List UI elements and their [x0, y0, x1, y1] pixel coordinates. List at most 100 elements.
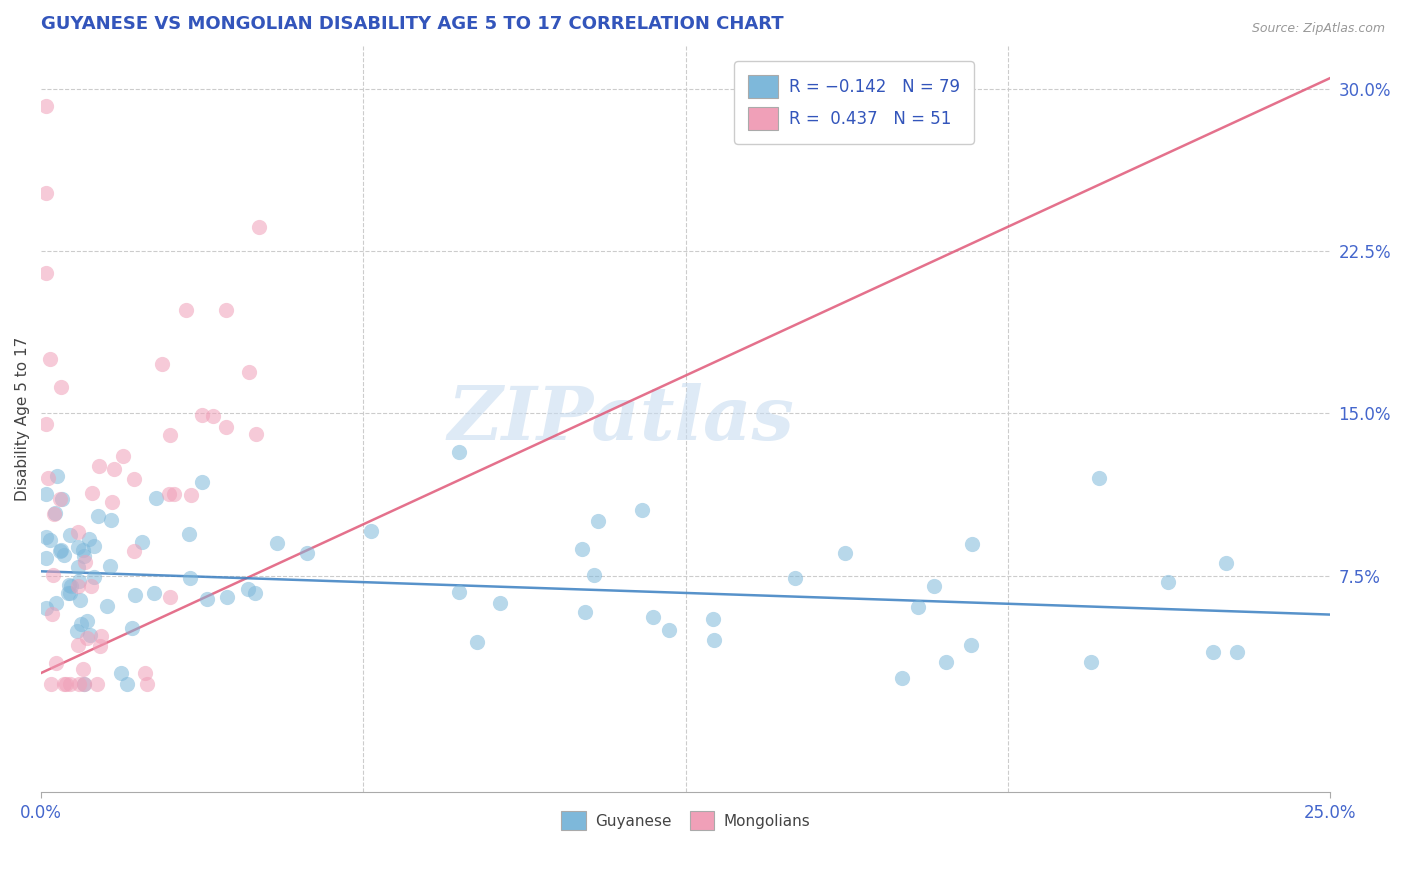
Point [79, 628, 101, 642]
Point [44, 507, 66, 521]
Point [157, 487, 180, 501]
Point [121, 621, 143, 635]
Point [89, 639, 111, 653]
Point [103, 461, 125, 475]
Point [44, 506, 66, 520]
Point [70, 617, 93, 632]
Point [1202, 645, 1225, 659]
Point [39, 677, 62, 691]
Point [35, 530, 58, 544]
Point [295, 546, 318, 560]
Point [110, 665, 132, 680]
Point [191, 475, 214, 489]
Point [45, 596, 67, 610]
Point [45, 656, 67, 670]
Point [76, 614, 98, 628]
Point [247, 219, 270, 234]
Point [59, 579, 82, 593]
Point [703, 633, 725, 648]
Point [159, 590, 181, 604]
Point [87, 508, 110, 523]
Point [67, 540, 90, 554]
Point [55, 677, 77, 691]
Point [150, 357, 173, 371]
Point [66, 624, 89, 639]
Point [82, 486, 104, 500]
Legend: Guyanese, Mongolians: Guyanese, Mongolians [555, 805, 815, 837]
Point [100, 513, 122, 527]
Point [38, 352, 60, 367]
Point [574, 605, 596, 619]
Point [39, 533, 62, 548]
Point [215, 302, 238, 317]
Point [59, 586, 82, 600]
Point [75, 555, 97, 569]
Point [571, 542, 593, 557]
Point [73, 677, 96, 691]
Point [37, 471, 59, 485]
Point [582, 568, 605, 582]
Point [35, 266, 58, 280]
Point [122, 471, 145, 485]
Point [35, 550, 58, 565]
Point [100, 495, 122, 509]
Point [35, 417, 58, 432]
Point [67, 677, 90, 691]
Point [702, 612, 724, 626]
Point [83, 570, 105, 584]
Point [49, 544, 72, 558]
Point [86, 677, 108, 691]
Point [96, 599, 118, 614]
Point [53, 548, 76, 562]
Point [190, 408, 212, 422]
Text: Source: ZipAtlas.com: Source: ZipAtlas.com [1251, 22, 1385, 36]
Point [447, 445, 470, 459]
Point [159, 428, 181, 442]
Point [98, 559, 121, 574]
Point [630, 502, 652, 516]
Point [245, 427, 267, 442]
Point [266, 535, 288, 549]
Point [49, 542, 72, 557]
Point [77, 532, 100, 546]
Point [1087, 471, 1109, 485]
Point [962, 537, 984, 551]
Point [174, 303, 197, 318]
Point [56, 585, 79, 599]
Point [67, 524, 90, 539]
Point [1215, 556, 1237, 570]
Point [907, 599, 929, 614]
Point [35, 601, 58, 615]
Point [215, 419, 238, 434]
Point [124, 544, 146, 558]
Point [112, 450, 135, 464]
Point [49, 380, 72, 394]
Point [785, 571, 807, 585]
Point [46, 469, 69, 483]
Point [658, 623, 681, 637]
Point [180, 488, 202, 502]
Point [641, 609, 664, 624]
Point [124, 587, 146, 601]
Point [891, 671, 914, 685]
Point [134, 666, 156, 681]
Point [215, 591, 238, 605]
Point [142, 586, 165, 600]
Point [922, 578, 945, 592]
Point [76, 631, 98, 645]
Point [59, 677, 82, 691]
Point [179, 570, 201, 584]
Point [42, 567, 65, 582]
Point [73, 549, 96, 564]
Point [72, 543, 94, 558]
Point [131, 534, 153, 549]
Point [52, 677, 75, 691]
Point [588, 514, 610, 528]
Point [360, 524, 382, 538]
Point [72, 662, 94, 676]
Point [80, 579, 103, 593]
Point [67, 579, 90, 593]
Point [195, 591, 218, 606]
Point [115, 677, 138, 691]
Point [35, 99, 58, 113]
